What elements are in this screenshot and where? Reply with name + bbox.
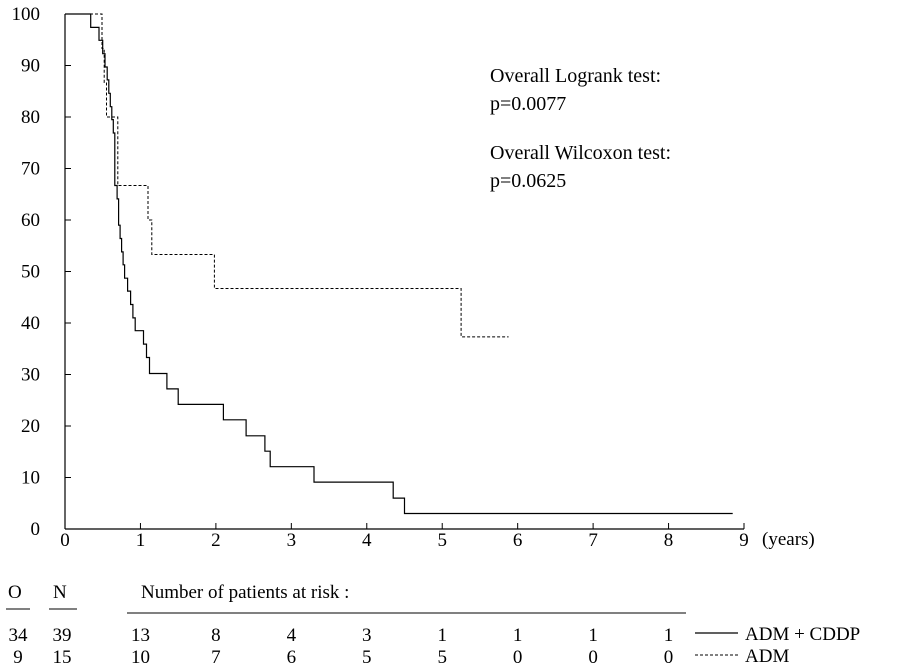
risk-rows: 34 39 13 8 4 3 1 1 1 1 ADM + CDDP 9 15 10 7 6 5 5 0 0 0 ADM: [9, 624, 861, 668]
risk-count: 4: [287, 625, 297, 646]
risk-count: 5: [437, 647, 447, 668]
risk-count: 1: [588, 625, 598, 646]
risk-count: 7: [211, 647, 221, 668]
risk-table: O N Number of patients at risk :: [6, 582, 686, 614]
series-line-adm-cddp: [65, 13, 733, 515]
x-tick-label: 4: [362, 530, 372, 551]
risk-count: 1: [437, 625, 447, 646]
x-unit-label: (years): [762, 529, 815, 550]
logrank-label: Overall Logrank test:: [490, 65, 661, 87]
y-tick-label: 30: [21, 365, 40, 386]
legend-label: ADM + CDDP: [745, 624, 860, 645]
risk-count: 3: [362, 625, 372, 646]
x-tick-label: 3: [287, 530, 297, 551]
risk-count: 5: [362, 647, 372, 668]
risk-count: 6: [287, 647, 297, 668]
wilcoxon-label: Overall Wilcoxon test:: [490, 142, 671, 164]
y-tick-label: 40: [21, 313, 40, 334]
x-tick-label: 1: [136, 530, 146, 551]
series-layer: [65, 13, 733, 515]
y-tick-label: 20: [21, 416, 40, 437]
series-line-adm: [65, 13, 509, 338]
risk-count: 1: [513, 625, 523, 646]
x-tick-label: 7: [588, 530, 598, 551]
x-tick-label: 0: [60, 530, 70, 551]
x-tick-label: 9: [739, 530, 749, 551]
x-tick-label: 6: [513, 530, 523, 551]
wilcoxon-pvalue: p=0.0625: [490, 170, 566, 192]
x-tick-label: 2: [211, 530, 221, 551]
risk-row-n: 39: [53, 625, 72, 646]
risk-count: 0: [513, 647, 523, 668]
risk-col-o-header: O: [8, 582, 22, 603]
logrank-pvalue: p=0.0077: [490, 93, 566, 115]
risk-row-o: 34: [9, 625, 29, 646]
y-tick-label: 10: [21, 468, 40, 489]
x-tick-label: 8: [664, 530, 674, 551]
y-tick-label: 60: [21, 210, 40, 231]
risk-count: 10: [131, 647, 150, 668]
y-tick-label: 100: [12, 4, 41, 25]
risk-col-n-header: N: [53, 582, 67, 603]
risk-count: 1: [664, 625, 674, 646]
y-tick-label: 90: [21, 56, 40, 77]
risk-count: 0: [664, 647, 674, 668]
risk-row-o: 9: [13, 647, 23, 668]
risk-count: 0: [588, 647, 598, 668]
axes: 0 10 20 30 40 50 60 70 80 90 100 0 1 2 3 4 5 6 7 8 9: [12, 4, 749, 551]
y-tick-label: 70: [21, 159, 40, 180]
y-tick-label: 0: [31, 519, 41, 540]
risk-table-title: Number of patients at risk :: [141, 582, 349, 603]
y-tick-label: 50: [21, 262, 40, 283]
x-tick-label: 5: [437, 530, 447, 551]
legend-label: ADM: [745, 646, 789, 667]
risk-count: 8: [211, 625, 221, 646]
risk-count: 13: [131, 625, 150, 646]
risk-row-n: 15: [53, 647, 72, 668]
y-tick-label: 80: [21, 107, 40, 128]
